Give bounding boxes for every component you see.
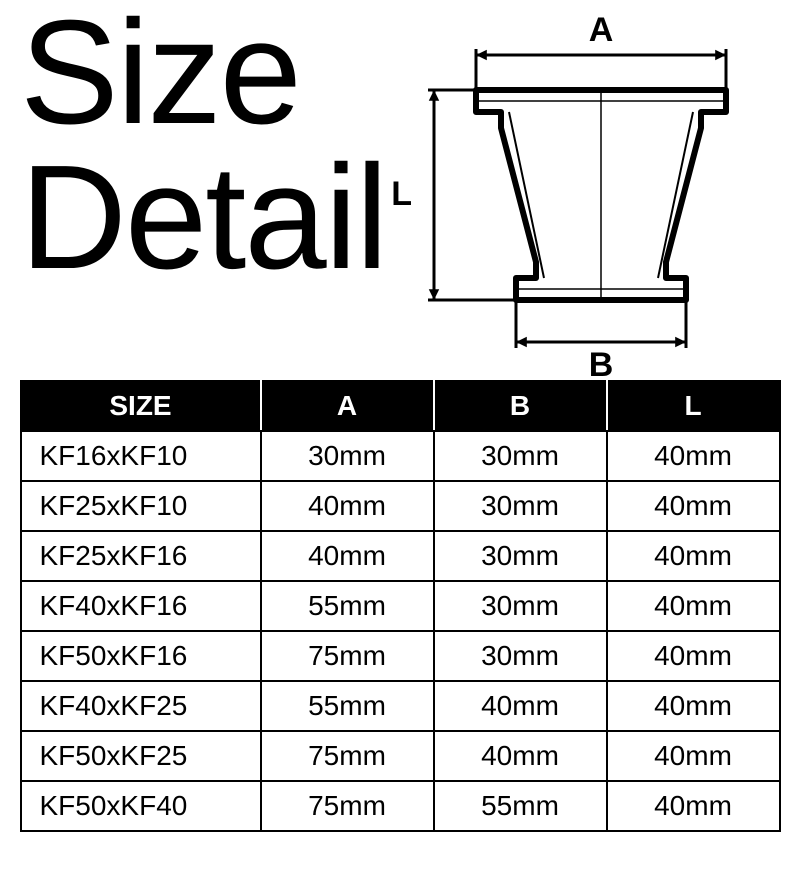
- table-cell: 55mm: [261, 681, 434, 731]
- table-cell: KF40xKF16: [21, 581, 261, 631]
- table-cell: 40mm: [607, 781, 780, 831]
- table-cell: KF40xKF25: [21, 681, 261, 731]
- table-cell: 30mm: [434, 431, 607, 481]
- table-row: KF40xKF2555mm40mm40mm: [21, 681, 780, 731]
- col-header-size: SIZE: [21, 381, 261, 431]
- table-cell: KF25xKF16: [21, 531, 261, 581]
- table-row: KF50xKF4075mm55mm40mm: [21, 781, 780, 831]
- table-cell: 40mm: [434, 681, 607, 731]
- table-cell: 40mm: [261, 531, 434, 581]
- title-line-1: Size: [20, 0, 300, 155]
- table-cell: 55mm: [434, 781, 607, 831]
- table-cell: 40mm: [607, 581, 780, 631]
- svg-text:L: L: [392, 175, 413, 213]
- table-cell: 40mm: [607, 681, 780, 731]
- table-cell: KF16xKF10: [21, 431, 261, 481]
- table-cell: 30mm: [434, 531, 607, 581]
- table-cell: KF25xKF10: [21, 481, 261, 531]
- table-row: KF25xKF1040mm30mm40mm: [21, 481, 780, 531]
- table-row: KF40xKF1655mm30mm40mm: [21, 581, 780, 631]
- table-cell: 30mm: [434, 631, 607, 681]
- table-cell: 75mm: [261, 781, 434, 831]
- table-cell: KF50xKF16: [21, 631, 261, 681]
- svg-text:B: B: [589, 346, 614, 380]
- dimension-diagram: A B L: [386, 10, 780, 380]
- table-cell: 75mm: [261, 631, 434, 681]
- table-cell: 30mm: [434, 581, 607, 631]
- table-cell: 40mm: [607, 481, 780, 531]
- table-cell: 40mm: [607, 731, 780, 781]
- col-header-l: L: [607, 381, 780, 431]
- page-title: Size Detail: [20, 0, 386, 290]
- table-row: KF50xKF2575mm40mm40mm: [21, 731, 780, 781]
- col-header-a: A: [261, 381, 434, 431]
- table-cell: 40mm: [607, 431, 780, 481]
- table-cell: 75mm: [261, 731, 434, 781]
- table-cell: KF50xKF25: [21, 731, 261, 781]
- svg-text:A: A: [589, 11, 614, 49]
- table-row: KF50xKF1675mm30mm40mm: [21, 631, 780, 681]
- title-line-2: Detail: [20, 135, 386, 300]
- table-cell: 40mm: [607, 531, 780, 581]
- table-row: KF25xKF1640mm30mm40mm: [21, 531, 780, 581]
- table-cell: 30mm: [261, 431, 434, 481]
- size-table: SIZE A B L KF16xKF1030mm30mm40mmKF25xKF1…: [20, 380, 781, 832]
- table-cell: 55mm: [261, 581, 434, 631]
- table-header-row: SIZE A B L: [21, 381, 780, 431]
- table-cell: 30mm: [434, 481, 607, 531]
- table-cell: 40mm: [607, 631, 780, 681]
- table-row: KF16xKF1030mm30mm40mm: [21, 431, 780, 481]
- col-header-b: B: [434, 381, 607, 431]
- table-cell: KF50xKF40: [21, 781, 261, 831]
- table-cell: 40mm: [261, 481, 434, 531]
- table-cell: 40mm: [434, 731, 607, 781]
